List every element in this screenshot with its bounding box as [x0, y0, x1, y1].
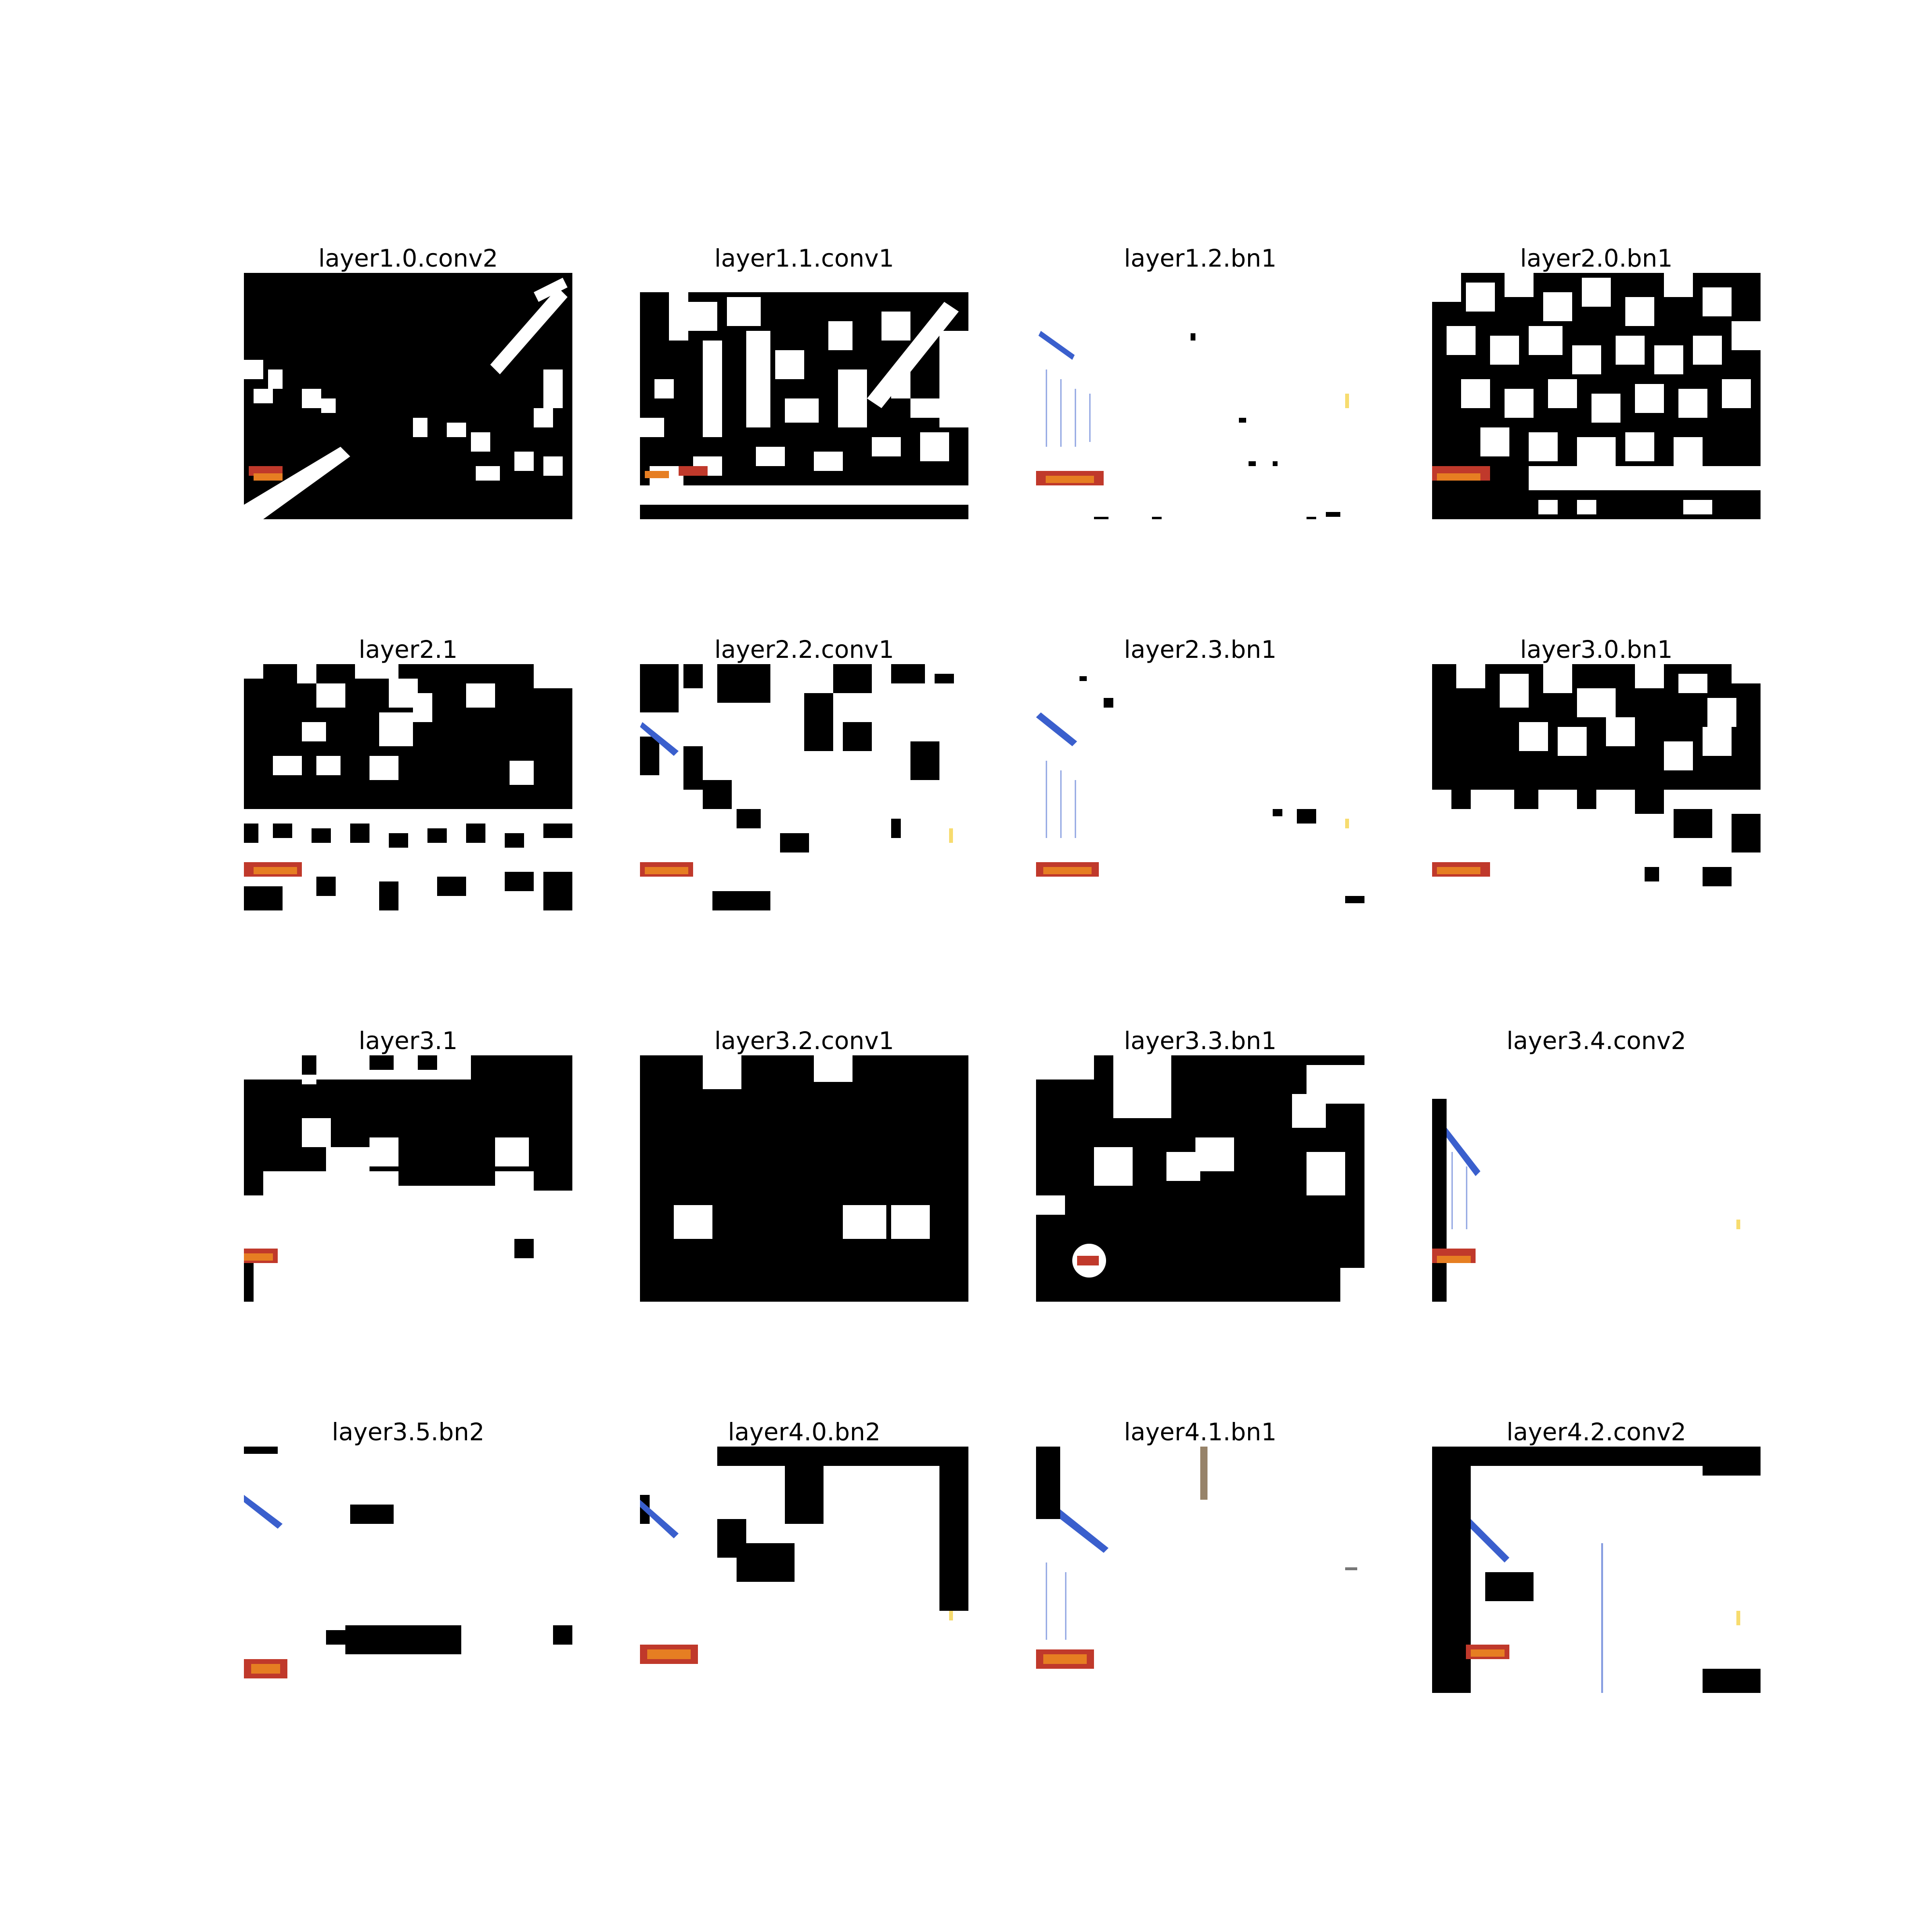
feature-map-image	[1432, 664, 1761, 910]
panel-title: layer4.0.bn2	[727, 1418, 881, 1446]
feature-map-image	[1432, 1447, 1761, 1693]
panel-title: layer3.0.bn1	[1520, 636, 1673, 664]
panel-title: layer2.3.bn1	[1123, 636, 1277, 664]
panel-title: layer3.1	[358, 1027, 458, 1055]
panel-title: layer2.1	[358, 636, 458, 664]
feature-map-image	[1432, 273, 1761, 519]
feature-map-image	[1432, 1055, 1761, 1302]
panel-title: layer1.0.conv2	[318, 244, 498, 272]
feature-map-image	[244, 273, 572, 519]
panel-title: layer3.5.bn2	[331, 1418, 485, 1446]
feature-map-image	[1036, 664, 1364, 910]
feature-map-image	[244, 664, 572, 910]
feature-map-image	[640, 1447, 968, 1693]
feature-map-image	[244, 1055, 572, 1302]
feature-map-image	[640, 1055, 968, 1302]
panel-title: layer3.2.conv1	[714, 1027, 895, 1055]
panel-title: layer1.1.conv1	[714, 244, 895, 272]
feature-map-image	[640, 273, 968, 519]
panel-title: layer2.0.bn1	[1520, 244, 1673, 272]
feature-map-image	[244, 1447, 572, 1693]
panel-title: layer3.3.bn1	[1123, 1027, 1277, 1055]
panel-title: layer1.2.bn1	[1123, 244, 1277, 272]
panel-title: layer4.2.conv2	[1506, 1418, 1687, 1446]
feature-map-image	[1036, 1055, 1364, 1302]
panel-title: layer4.1.bn1	[1123, 1418, 1277, 1446]
feature-map-image	[1036, 1447, 1364, 1693]
feature-map-image	[1036, 273, 1364, 519]
panel-title: layer2.2.conv1	[714, 636, 895, 664]
panel-title: layer3.4.conv2	[1506, 1027, 1687, 1055]
feature-map-image	[640, 664, 968, 910]
